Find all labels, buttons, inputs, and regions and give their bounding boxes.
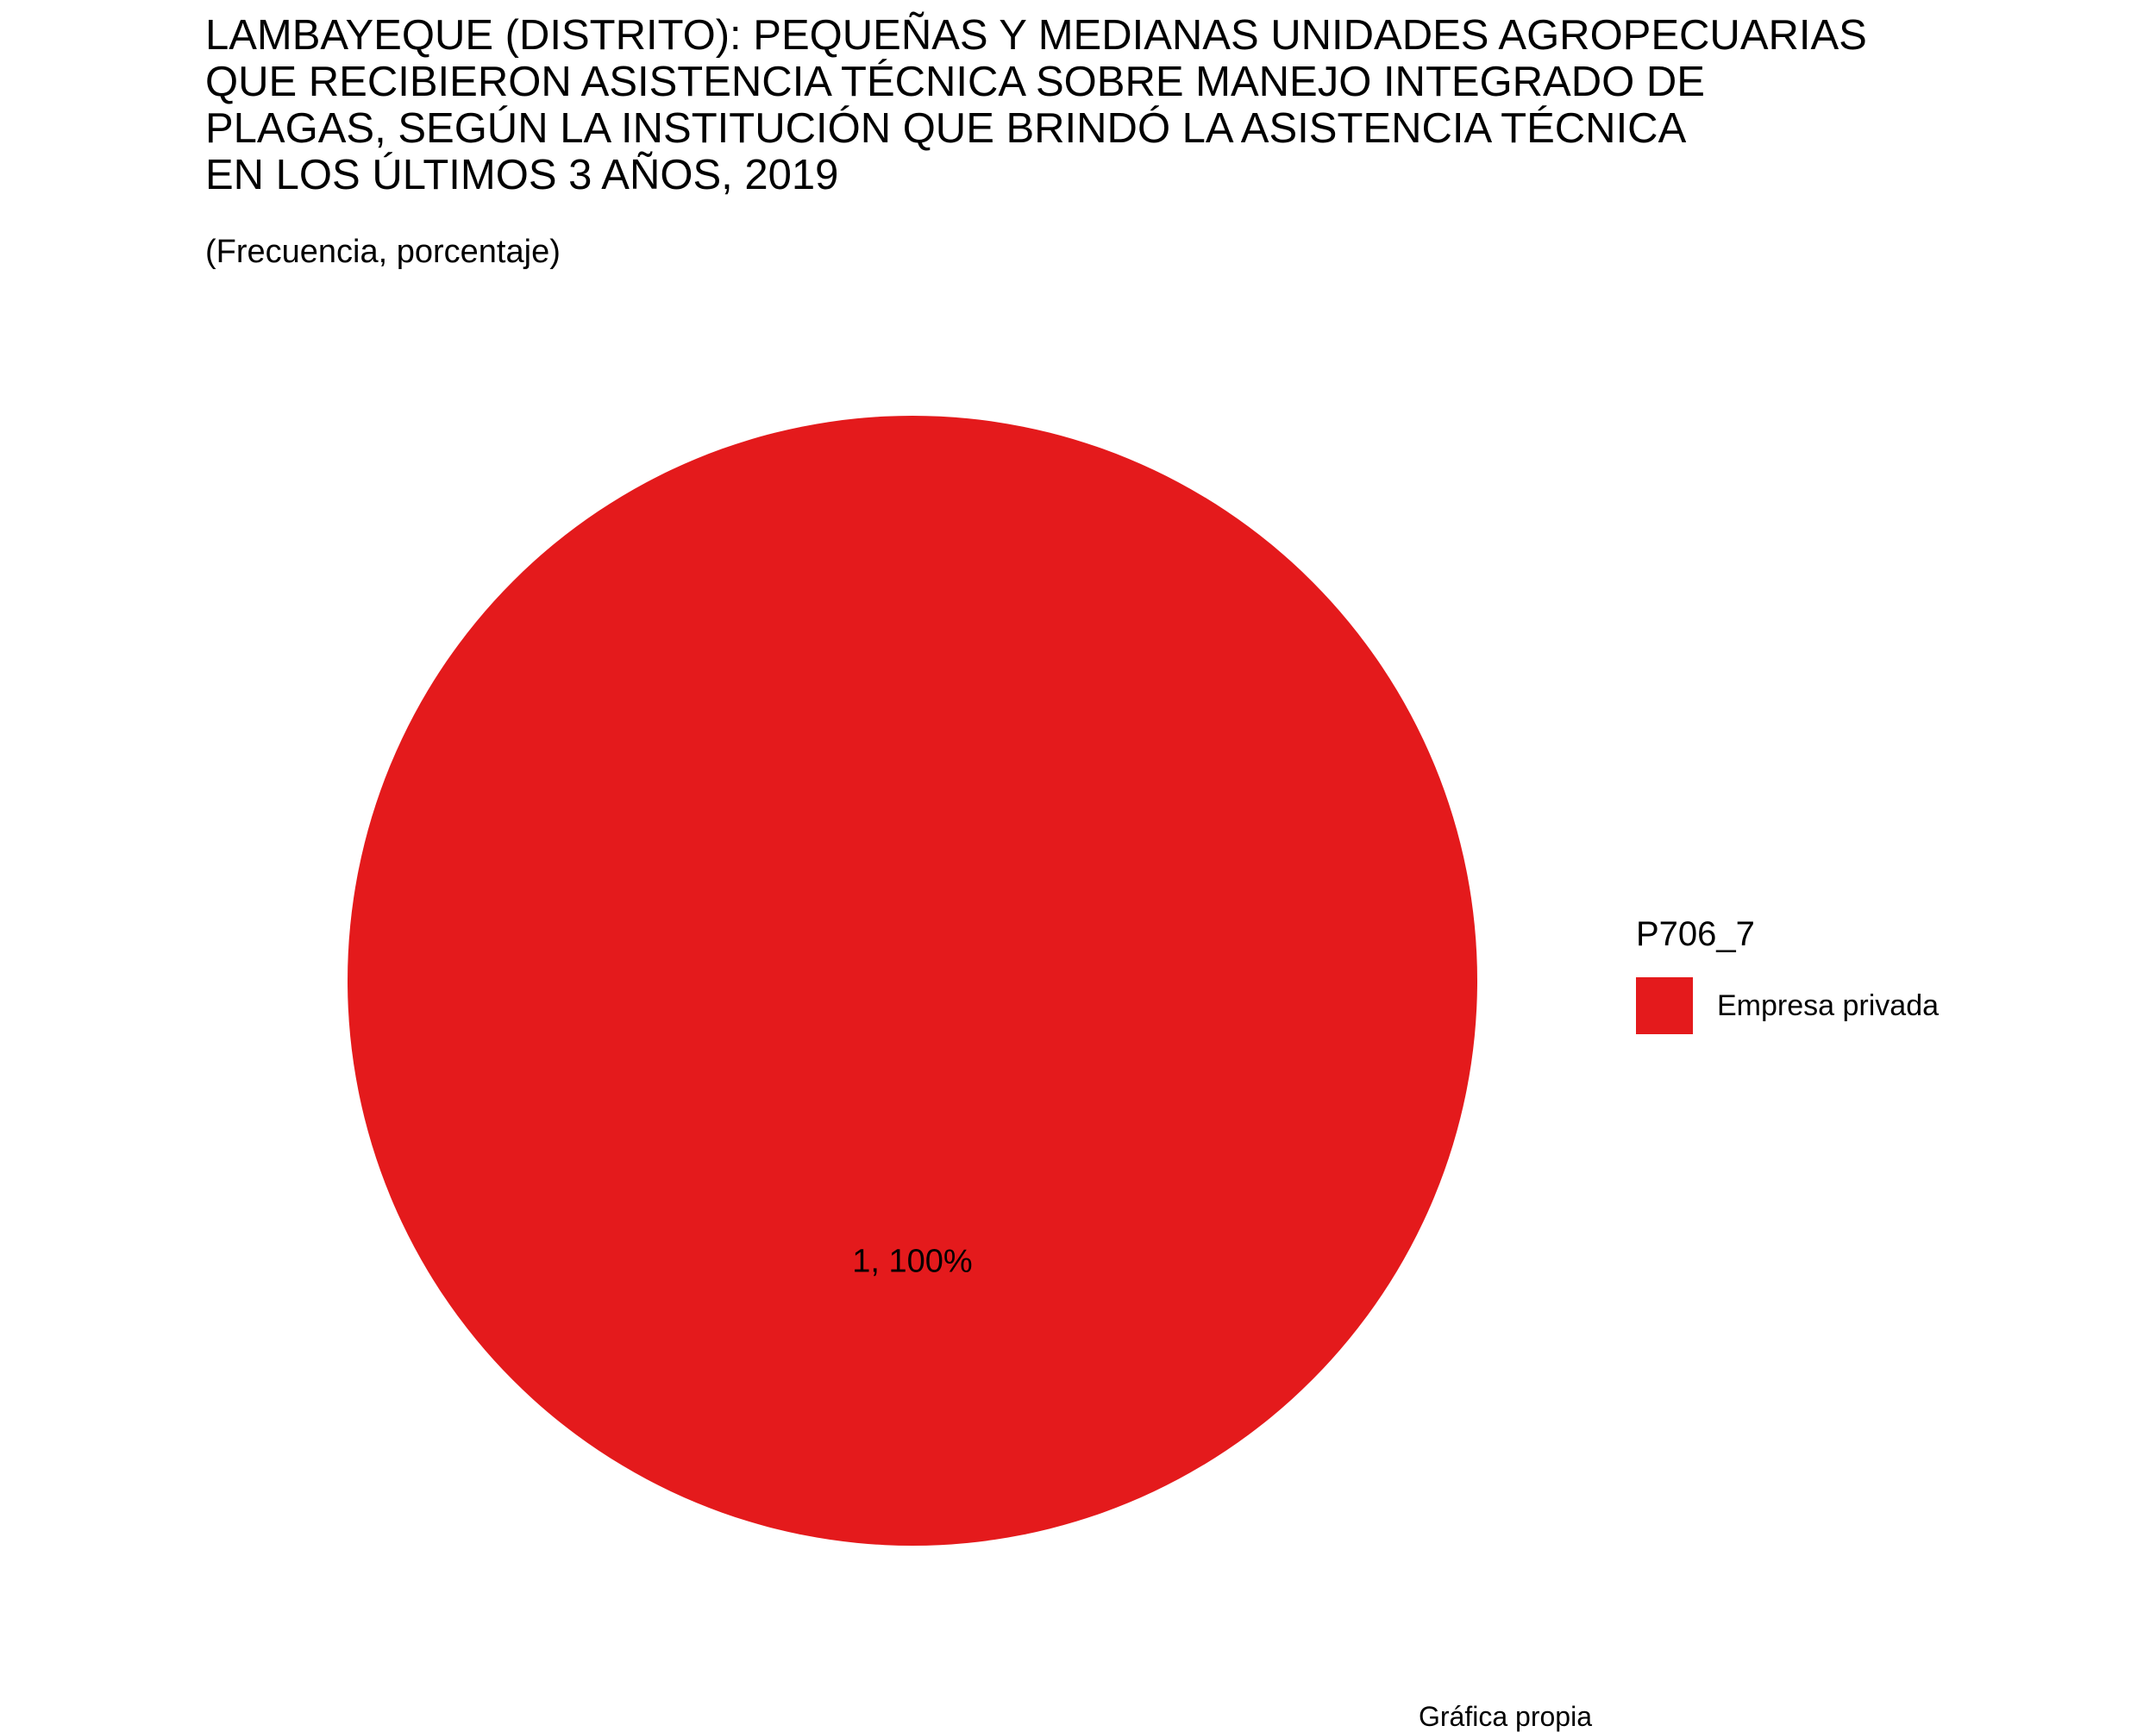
- legend-label: Empresa privada: [1717, 989, 1940, 1022]
- chart-title-line-4: EN LOS ÚLTIMOS 3 AÑOS, 2019: [205, 152, 839, 198]
- pie-slices: [348, 416, 1477, 1546]
- legend-item: Empresa privada: [1636, 977, 1939, 1034]
- chart-title-line-3: PLAGAS, SEGÚN LA INSTITUCIÓN QUE BRINDÓ …: [205, 105, 1687, 152]
- chart-subtitle: (Frecuencia, porcentaje): [205, 234, 561, 270]
- chart-caption: Gráfica propia: [1419, 1701, 1592, 1732]
- pie-slice: [348, 416, 1477, 1546]
- legend-swatch: [1636, 977, 1693, 1034]
- chart-title-line-2: QUE RECIBIERON ASISTENCIA TÉCNICA SOBRE …: [205, 59, 1705, 105]
- pie-data-labels: 1, 100%: [852, 1244, 972, 1280]
- pie-data-label: 1, 100%: [852, 1244, 972, 1280]
- chart-title: LAMBAYEQUE (DISTRITO): PEQUEÑAS Y MEDIAN…: [205, 12, 2137, 198]
- chart-title-line-1: LAMBAYEQUE (DISTRITO): PEQUEÑAS Y MEDIAN…: [205, 12, 1867, 59]
- legend-title: P706_7: [1636, 915, 1755, 953]
- legend: P706_7 Empresa privada: [1636, 914, 1939, 1034]
